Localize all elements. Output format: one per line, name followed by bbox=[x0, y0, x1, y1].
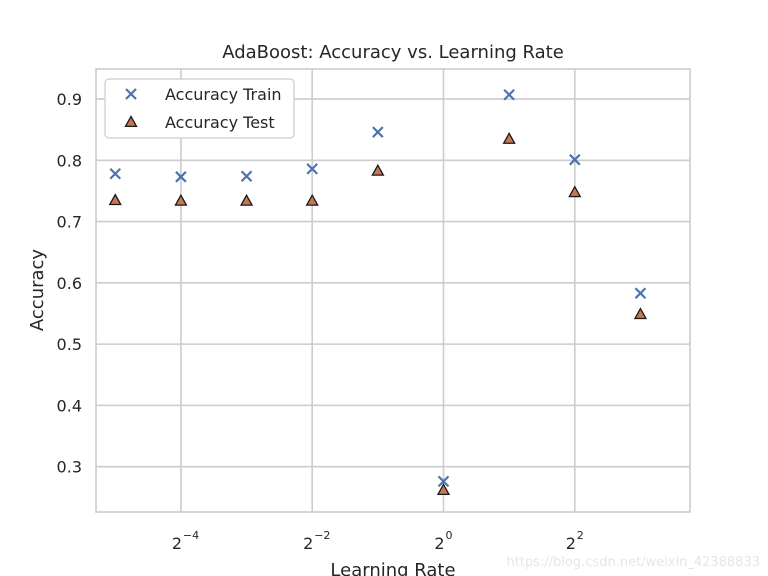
x-tick-exponent: 2 bbox=[577, 529, 584, 542]
y-tick-label: 0.9 bbox=[57, 90, 82, 109]
legend-label: Accuracy Train bbox=[165, 85, 282, 104]
plot-frame bbox=[95, 68, 691, 513]
train-point bbox=[634, 287, 647, 300]
y-tick-label: 0.3 bbox=[57, 458, 82, 477]
y-tick-label: 0.5 bbox=[57, 335, 82, 354]
train-point bbox=[503, 88, 515, 101]
legend: Accuracy Train Accuracy Test bbox=[104, 78, 295, 139]
x-tick-label: 2 bbox=[303, 534, 313, 553]
x-tick-exponent: −2 bbox=[314, 529, 330, 542]
train-point bbox=[175, 171, 187, 183]
x-axis-label: Learning Rate bbox=[330, 560, 455, 576]
legend-box bbox=[104, 78, 295, 139]
test-point bbox=[436, 483, 451, 495]
y-tick-label: 0.4 bbox=[57, 396, 82, 415]
x-tick-label: 2 bbox=[566, 534, 576, 553]
x-tick-label: 2 bbox=[434, 534, 444, 553]
train-point bbox=[569, 153, 581, 166]
train-point bbox=[109, 167, 122, 180]
x-tick-exponent: 0 bbox=[445, 529, 452, 542]
test-point bbox=[108, 193, 122, 206]
x-tick-exponent: −4 bbox=[183, 529, 199, 542]
data-points bbox=[108, 88, 648, 495]
legend-marker-test bbox=[124, 115, 138, 128]
y-tick-label: 0.8 bbox=[57, 151, 82, 170]
test-point bbox=[568, 185, 582, 198]
chart-title: AdaBoost: Accuracy vs. Learning Rate bbox=[222, 42, 564, 63]
test-point bbox=[239, 193, 254, 206]
y-axis-label: Accuracy bbox=[27, 249, 48, 332]
test-point bbox=[371, 163, 385, 176]
test-point bbox=[633, 307, 648, 320]
y-tick-label: 0.6 bbox=[57, 274, 82, 293]
axis-ticks: 0.30.40.50.60.70.80.92 −4 2 −2 2 0 2 2 bbox=[57, 90, 584, 553]
train-point bbox=[372, 126, 384, 138]
train-point bbox=[306, 163, 318, 175]
test-point bbox=[305, 193, 319, 206]
x-tick-label: 2 bbox=[172, 534, 182, 553]
legend-label: Accuracy Test bbox=[165, 113, 275, 132]
test-point bbox=[502, 132, 516, 144]
train-point bbox=[437, 475, 450, 488]
watermark-text: https://blog.csdn.net/weixin_42388833 bbox=[506, 555, 760, 570]
legend-marker-train bbox=[125, 88, 137, 100]
y-tick-label: 0.7 bbox=[57, 213, 82, 232]
test-point bbox=[174, 193, 188, 206]
train-point bbox=[240, 170, 253, 183]
